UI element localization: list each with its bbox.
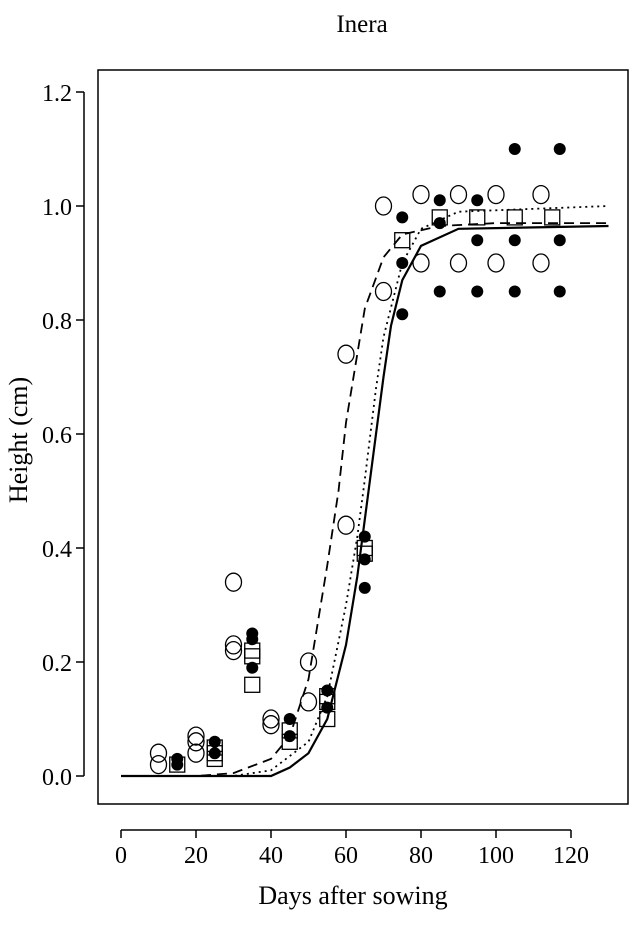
filled-circle-point — [321, 684, 334, 697]
filled-circle-point — [283, 730, 296, 743]
open-circle-point — [337, 515, 355, 535]
y-axis-label: Height (cm) — [4, 377, 33, 503]
x-tick-label: 120 — [553, 843, 589, 869]
open-circle-point — [374, 281, 393, 302]
open-circle-point — [149, 743, 168, 763]
y-tick-label: 0.4 — [42, 537, 72, 563]
open-circle-point — [187, 732, 205, 752]
filled-circle-point — [433, 194, 446, 207]
filled-circle-point — [358, 553, 371, 566]
open-circle-point — [532, 184, 550, 205]
x-tick-label: 20 — [184, 843, 208, 869]
fit-curve-dashed — [121, 222, 609, 777]
open-circle-point — [187, 726, 205, 746]
open-square-point — [544, 209, 561, 226]
y-axis: 0.0 0.2 0.4 0.6 0.8 1.0 1.2 — [42, 81, 85, 791]
filled-circle-point — [553, 285, 566, 298]
filled-circle-point — [553, 234, 566, 247]
filled-circle-point — [246, 627, 259, 640]
open-square-point — [281, 722, 298, 739]
y-tick-label: 1.2 — [42, 81, 72, 107]
filled-circle-point — [246, 661, 259, 674]
y-tick-label: 1.0 — [42, 195, 72, 221]
filled-circle-point — [321, 701, 334, 714]
open-circle-point — [449, 253, 468, 273]
x-tick-label: 80 — [409, 843, 433, 869]
open-square-point — [244, 642, 261, 659]
open-square-point — [244, 676, 261, 693]
filled-circle-point — [471, 234, 484, 247]
open-square-point — [206, 739, 223, 756]
filled-circle-point — [396, 257, 409, 269]
x-tick-label: 0 — [115, 843, 127, 869]
chart-title: Inera — [336, 11, 387, 38]
filled-circle-point — [358, 530, 371, 543]
open-circle-point — [412, 184, 430, 205]
x-axis-label: Days after sowing — [258, 881, 447, 910]
filled-circle-point — [471, 194, 484, 207]
open-circle-point — [149, 754, 168, 775]
open-circle-point — [449, 184, 468, 205]
open-square-point — [394, 232, 411, 249]
open-square-point — [319, 710, 336, 728]
fit-curve-dotted — [121, 205, 609, 777]
y-tick-label: 0.8 — [42, 309, 72, 335]
open-circle-point — [487, 253, 505, 273]
open-square-point — [319, 688, 336, 705]
filled-circle-point — [508, 285, 521, 298]
open-square-point — [244, 648, 261, 665]
open-square-point — [469, 209, 486, 226]
open-circle-point — [262, 709, 280, 729]
data-points — [149, 143, 566, 775]
y-tick-label: 0.0 — [42, 765, 72, 791]
open-circle-point — [224, 635, 243, 655]
filled-circle-point — [208, 747, 221, 760]
x-tick-label: 100 — [478, 843, 514, 869]
fitted-curves — [121, 205, 609, 778]
x-axis: 0 20 40 60 80 100 120 — [115, 829, 589, 869]
open-circle-point — [299, 692, 318, 712]
filled-circle-point — [171, 752, 184, 765]
open-square-point — [169, 756, 186, 773]
filled-circle-point — [471, 285, 484, 298]
open-circle-point — [224, 640, 243, 661]
open-square-point — [356, 539, 373, 557]
open-circle-point — [262, 715, 280, 735]
y-tick-label: 0.2 — [42, 651, 72, 677]
filled-circle-point — [433, 217, 446, 230]
open-square-point — [281, 733, 298, 750]
open-circle-point — [412, 253, 430, 273]
filled-circle-point — [553, 143, 566, 155]
plot-frame — [97, 69, 629, 805]
open-circle-point — [337, 344, 355, 364]
open-circle-point — [374, 196, 393, 216]
filled-circle-point — [283, 713, 296, 725]
x-tick-label: 60 — [334, 843, 358, 869]
open-circle-point — [487, 184, 505, 205]
open-circle-point — [299, 652, 318, 672]
filled-circle-point — [433, 285, 446, 298]
filled-circle-point — [396, 211, 409, 224]
open-circle-point — [224, 572, 243, 592]
y-tick-label: 0.6 — [42, 423, 72, 449]
filled-circle-point — [508, 234, 521, 247]
open-circle-point — [532, 253, 550, 273]
filled-circle-point — [396, 308, 409, 321]
open-square-point — [431, 209, 448, 226]
filled-circle-point — [508, 143, 521, 155]
filled-circle-point — [208, 735, 221, 748]
filled-circle-point — [358, 581, 371, 594]
x-tick-label: 40 — [259, 843, 283, 869]
open-square-point — [506, 209, 523, 226]
open-circle-point — [187, 743, 205, 763]
